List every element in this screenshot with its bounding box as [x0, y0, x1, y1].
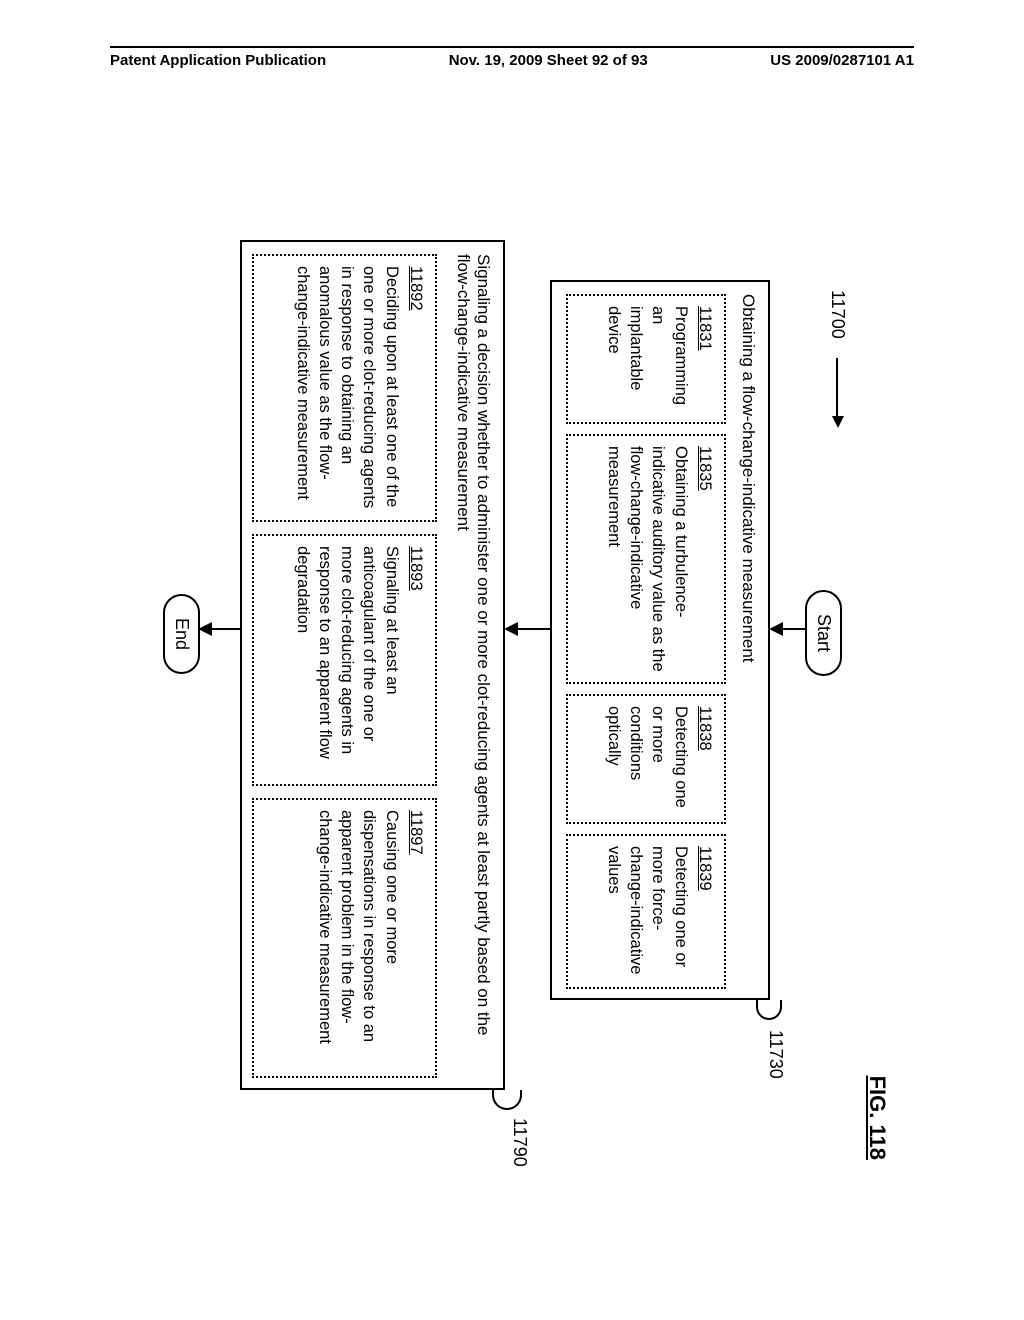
figure-label: FIG. 118 [864, 1076, 890, 1160]
callout-hook-11790 [492, 1090, 522, 1110]
header-right: US 2009/0287101 A1 [770, 52, 914, 69]
substep-11839: 11839 Detecting one or more force-change… [566, 834, 726, 989]
start-node: Start [805, 590, 842, 676]
text-11839: Detecting one or more force-change-indic… [605, 846, 690, 974]
substep-11838: 11838 Detecting one or more conditions o… [566, 694, 726, 824]
step-11730: Obtaining a flow-change-indicative measu… [550, 280, 770, 1000]
page-header: Patent Application Publication Nov. 19, … [110, 46, 914, 69]
callout-11730: 11730 [765, 1030, 786, 1079]
substep-11893: 11893 Signaling at least an anticoagulan… [252, 534, 437, 786]
ref-11838: 11838 [694, 706, 716, 751]
step-11790-title: Signaling a decision whether to administ… [453, 254, 493, 1076]
header-left: Patent Application Publication [110, 52, 326, 69]
text-11838: Detecting one or more conditions optical… [605, 706, 690, 808]
flow-id-arrow-line [836, 358, 838, 418]
ref-11893: 11893 [405, 546, 427, 591]
step-11790: Signaling a decision whether to administ… [240, 240, 505, 1090]
flowchart-canvas: FIG. 118 11700 Start Obtaining a flow-ch… [110, 150, 900, 1200]
ref-11897: 11897 [405, 810, 427, 855]
end-text: End [172, 618, 192, 650]
arrow-b-to-end [210, 628, 240, 630]
substep-11892: 11892 Deciding upon at least one of the … [252, 254, 437, 522]
header-center: Nov. 19, 2009 Sheet 92 of 93 [449, 52, 648, 69]
substep-11831: 11831 Programming an implantable device [566, 294, 726, 424]
callout-11790: 11790 [509, 1118, 530, 1167]
substep-11897: 11897 Causing one or more dispensations … [252, 798, 437, 1078]
text-11835: Obtaining a turbulence-indicative audito… [605, 446, 690, 672]
flow-id-arrowhead [832, 416, 844, 428]
arrow-b-to-end-head [198, 622, 212, 636]
flow-id-label: 11700 [827, 290, 848, 339]
text-11831: Programming an implantable device [605, 306, 690, 405]
text-11892: Deciding upon at least one of the one or… [294, 266, 401, 508]
flow-id-text: 11700 [828, 290, 848, 339]
rotated-content: FIG. 118 11700 Start Obtaining a flow-ch… [0, 280, 1024, 1070]
callout-hook-11730 [756, 1000, 782, 1020]
arrow-a-to-b [516, 628, 550, 630]
page: Patent Application Publication Nov. 19, … [0, 0, 1024, 1320]
end-node: End [163, 594, 200, 674]
arrow-start-to-a [781, 628, 805, 630]
arrow-start-to-a-head [769, 622, 783, 636]
text-11893: Signaling at least an anticoagulant of t… [294, 546, 401, 759]
step-11730-title: Obtaining a flow-change-indicative measu… [738, 294, 758, 986]
ref-11835: 11835 [694, 446, 716, 491]
ref-11831: 11831 [694, 306, 716, 351]
arrow-a-to-b-head [504, 622, 518, 636]
text-11897: Causing one or more dispensations in res… [316, 810, 401, 1044]
substep-11835: 11835 Obtaining a turbulence-indicative … [566, 434, 726, 684]
ref-11892: 11892 [405, 266, 427, 311]
start-text: Start [814, 614, 834, 652]
ref-11839: 11839 [694, 846, 716, 891]
